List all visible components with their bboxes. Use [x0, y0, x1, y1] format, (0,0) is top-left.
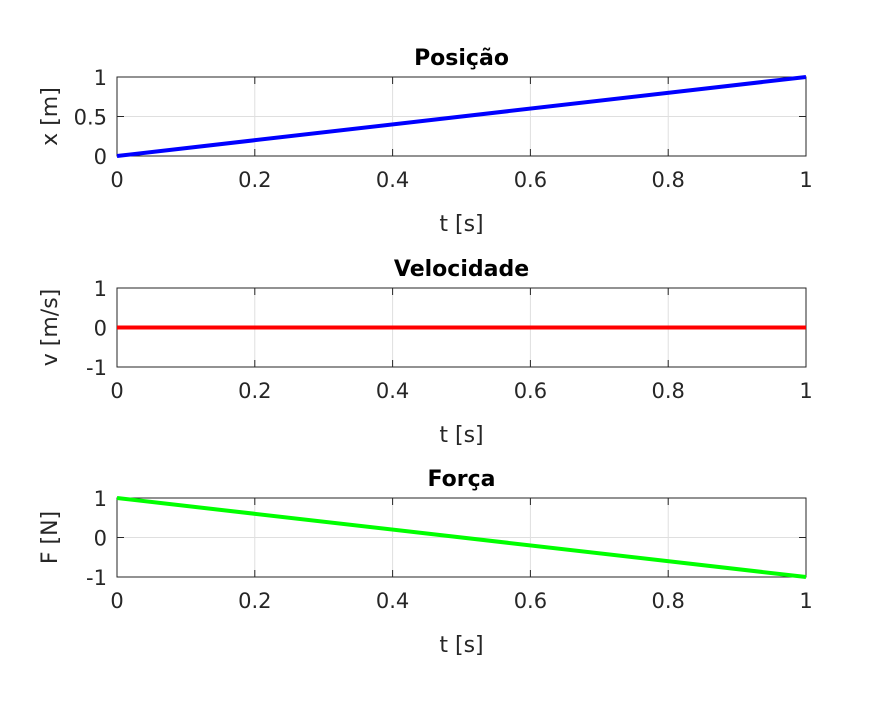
x-tick-label: 0.4 — [376, 589, 409, 613]
x-tick-label: 0.6 — [514, 589, 547, 613]
y-axis-label: F [N] — [38, 511, 63, 564]
y-tick-label: 1 — [94, 487, 107, 511]
x-tick-label: 0.8 — [651, 589, 684, 613]
x-tick-label: 0.2 — [238, 379, 271, 403]
series-line-1 — [116, 496, 807, 579]
y-tick-label: 0 — [94, 317, 107, 341]
x-tick-label: 0.8 — [651, 379, 684, 403]
x-tick-label: 1 — [799, 589, 812, 613]
subplot-title: Posição — [414, 46, 509, 71]
axes-border — [116, 76, 807, 157]
y-tick-label: 1 — [94, 277, 107, 301]
x-tick-label: 0 — [110, 168, 123, 192]
x-tick-label: 0 — [110, 379, 123, 403]
x-tick-label: 1 — [799, 379, 812, 403]
x-axis-label: t [s] — [439, 423, 483, 448]
y-tick-label: -1 — [86, 356, 107, 380]
x-tick-label: 0.2 — [238, 589, 271, 613]
x-axis-label: t [s] — [439, 633, 483, 658]
y-tick-label: 0 — [94, 145, 107, 169]
series-line-1 — [116, 75, 807, 158]
x-axis-label: t [s] — [439, 212, 483, 237]
axes-border — [116, 497, 807, 578]
y-tick-label: -1 — [86, 566, 107, 590]
x-tick-label: 0.6 — [514, 379, 547, 403]
subplot-title: Velocidade — [394, 257, 529, 282]
y-axis-label: x [m] — [38, 87, 63, 146]
x-tick-label: 0.8 — [651, 168, 684, 192]
x-tick-label: 1 — [799, 168, 812, 192]
x-tick-label: 0.6 — [514, 168, 547, 192]
y-axis-label: v [m/s] — [38, 289, 63, 366]
x-tick-label: 0.4 — [376, 379, 409, 403]
x-tick-label: 0.2 — [238, 168, 271, 192]
x-tick-label: 0.4 — [376, 168, 409, 192]
y-tick-label: 1 — [94, 66, 107, 90]
x-tick-label: 0 — [110, 589, 123, 613]
subplot-1: 0 0.2 0.4 0.6 0.8 1 0 0.5 1 Posição t [s] x [m] — [38, 46, 813, 237]
y-tick-label: 0 — [94, 527, 107, 551]
y-tick-label: 0.5 — [74, 106, 107, 130]
subplot-title: Força — [428, 467, 496, 492]
